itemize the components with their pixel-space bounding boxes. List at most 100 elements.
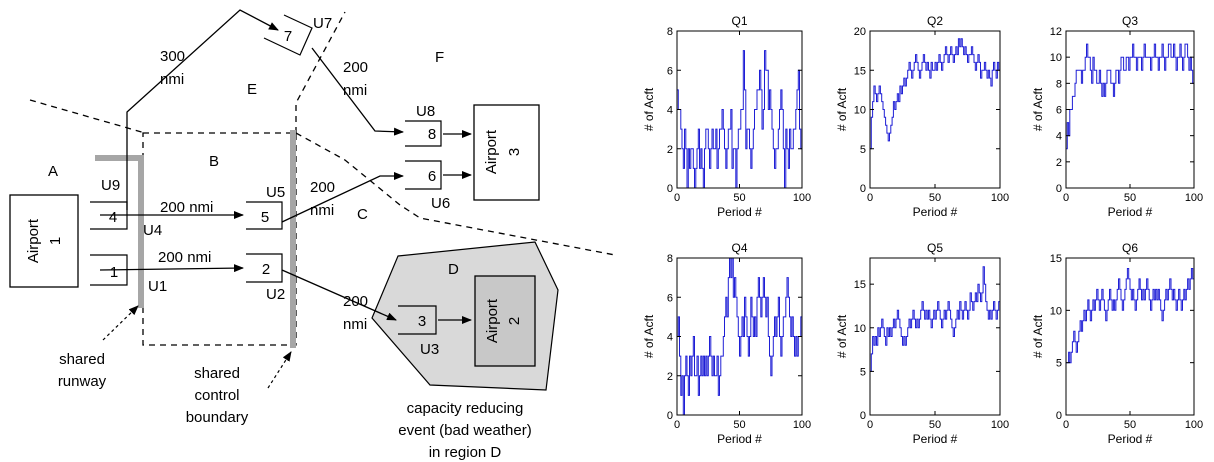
region-d: D <box>448 261 459 278</box>
y-tick-label: 10 <box>854 323 866 335</box>
chart-q1: 0 50 100 0 2 4 6 8 Q1 Period # # of Acft <box>642 14 811 219</box>
unit-u9: U9 <box>101 177 120 194</box>
chart-title-q4: Q4 <box>731 241 747 255</box>
chart-title-q1: Q1 <box>731 14 747 28</box>
x-axis-label-q6: Period # <box>1108 432 1153 446</box>
y-tick-label: 0 <box>667 183 673 195</box>
airport-3: Airport 3 <box>473 104 540 201</box>
event-line-2: event (bad weather) <box>398 422 531 439</box>
y-tick-label: 8 <box>667 26 673 38</box>
annotation-pointers <box>102 305 292 389</box>
shared-runway-line-2: runway <box>58 373 107 390</box>
y-tick-label: 15 <box>854 65 866 77</box>
y-tick-label: 5 <box>860 144 866 156</box>
queue-8-label: 8 <box>428 126 436 143</box>
series-line-q3 <box>1066 43 1194 150</box>
shared-bars <box>95 130 296 348</box>
x-tick-label: 50 <box>929 192 941 204</box>
shared-boundary-line-1: shared <box>194 365 240 382</box>
y-tick-label: 0 <box>860 183 866 195</box>
distance-4-7-unit: nmi <box>160 71 184 88</box>
y-axis-label-q1: # of Acft <box>642 87 656 131</box>
distance-2-3-unit: nmi <box>343 316 367 333</box>
x-axis-label-q3: Period # <box>1108 205 1153 219</box>
event-line-1: capacity reducing <box>407 400 524 417</box>
x-tick-label: 0 <box>1063 192 1069 204</box>
distance-5-6-unit: nmi <box>310 202 334 219</box>
y-tick-label: 20 <box>854 26 866 38</box>
queue-1-label: 1 <box>110 264 118 281</box>
airport-2-name: Airport <box>484 298 501 343</box>
y-tick-label: 4 <box>667 332 673 344</box>
x-tick-label: 0 <box>867 419 873 431</box>
chart-q5: 0 50 100 0 5 10 15 Q5 Period # # of Acft <box>835 241 1009 446</box>
x-tick-label: 100 <box>991 419 1009 431</box>
region-c: C <box>357 206 368 223</box>
queue-5-label: 5 <box>261 209 269 226</box>
y-tick-label: 8 <box>667 253 673 265</box>
airport-1: Airport 1 <box>9 194 79 288</box>
y-tick-label: 2 <box>1056 157 1062 169</box>
x-tick-label: 100 <box>793 419 811 431</box>
x-axis-label-q4: Period # <box>717 432 762 446</box>
x-tick-label: 0 <box>1063 419 1069 431</box>
airport-2: Airport 2 <box>474 275 536 367</box>
queue-3-label: 3 <box>418 313 426 330</box>
region-labels: A B C D E F <box>48 49 459 278</box>
x-tick-label: 50 <box>1124 419 1136 431</box>
unit-u4: U4 <box>143 222 162 239</box>
unit-u3: U3 <box>420 341 439 358</box>
y-tick-label: 8 <box>1056 78 1062 90</box>
x-tick-label: 50 <box>1124 192 1136 204</box>
y-tick-label: 4 <box>667 105 673 117</box>
chart-title-q6: Q6 <box>1122 241 1138 255</box>
y-tick-label: 0 <box>667 410 673 422</box>
series-line-q4 <box>677 257 803 416</box>
unit-u5: U5 <box>266 184 285 201</box>
x-axis-label-q5: Period # <box>913 432 958 446</box>
y-axis-label-q5: # of Acft <box>835 314 849 358</box>
region-b: B <box>209 153 219 170</box>
x-tick-label: 100 <box>793 192 811 204</box>
unit-u8: U8 <box>416 103 435 120</box>
y-tick-label: 5 <box>860 366 866 378</box>
x-tick-label: 0 <box>674 192 680 204</box>
x-tick-label: 50 <box>733 419 745 431</box>
y-tick-label: 0 <box>1056 183 1062 195</box>
y-tick-label: 6 <box>1056 105 1062 117</box>
unit-u6: U6 <box>431 195 450 212</box>
airport-2-number: 2 <box>506 317 523 325</box>
y-axis-label-q6: # of Acft <box>1031 314 1045 358</box>
series-line-q2 <box>870 38 1001 150</box>
distance-5-6-num: 200 <box>310 179 335 196</box>
series-line-q5 <box>870 266 1001 372</box>
x-tick-label: 100 <box>1185 192 1203 204</box>
chart-title-q2: Q2 <box>927 14 943 28</box>
unit-u2: U2 <box>266 286 285 303</box>
chart-title-q3: Q3 <box>1122 14 1138 28</box>
x-tick-label: 100 <box>1185 419 1203 431</box>
region-a: A <box>48 163 58 180</box>
queue-2-label: 2 <box>262 261 270 278</box>
region-f: F <box>435 49 444 66</box>
y-axis-label-q2: # of Acft <box>835 87 849 131</box>
plot-frame-q2 <box>869 30 1001 189</box>
chart-q4: 0 50 100 0 2 4 6 8 Q4 Period # # of Acft <box>642 241 811 446</box>
y-tick-label: 10 <box>854 105 866 117</box>
shared-boundary-line-2: control <box>194 387 239 404</box>
airport-3-number: 3 <box>506 148 523 156</box>
y-tick-label: 2 <box>667 371 673 383</box>
shared-runway-line-1: shared <box>59 351 105 368</box>
chart-q6: 0 50 100 0 5 10 15 Q6 Period # # of Acft <box>1031 241 1203 446</box>
y-tick-label: 2 <box>667 144 673 156</box>
queue-4-label: 4 <box>109 209 117 226</box>
shared-boundary-line-3: boundary <box>186 409 249 426</box>
series-line-q6 <box>1066 268 1195 364</box>
y-tick-label: 15 <box>1050 253 1062 265</box>
x-tick-label: 50 <box>733 192 745 204</box>
distance-4-5: 200 nmi <box>160 199 213 216</box>
airport-1-number: 1 <box>47 237 64 245</box>
distance-labels: 200 nmi 200 nmi 200 nmi 200 nmi 200 nmi … <box>158 48 368 333</box>
